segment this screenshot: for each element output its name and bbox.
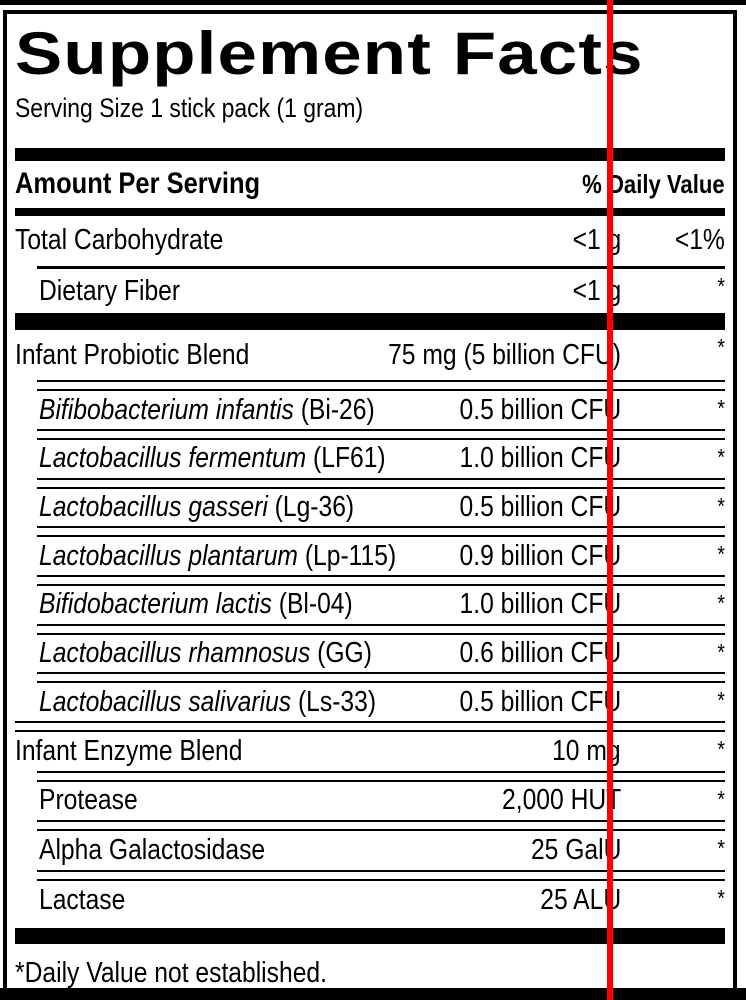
ingredient-row-lactobacillus-rhamnosus: Lactobacillus rhamnosus (GG) 0.6 billion…	[15, 635, 725, 673]
ingredient-amount: 1.0 billion CFU	[459, 588, 621, 621]
thick-rule-bottom	[15, 927, 725, 944]
ingredient-row-protease: Protease 2,000 HUT *	[15, 782, 725, 821]
ingredient-name: Alpha Galactosidase	[39, 834, 266, 867]
ingredient-name: Lactobacillus plantarum (Lp-115)	[39, 539, 397, 572]
ingredient-name: Infant Probiotic Blend	[15, 338, 250, 371]
ingredient-name: Lactobacillus fermentum (LF61)	[39, 442, 386, 475]
ingredient-name: Bifibobacterium infantis (Bi-26)	[39, 393, 375, 426]
double-rule	[37, 477, 725, 489]
ingredient-daily-value: *	[717, 541, 725, 568]
ingredient-name: Lactobacillus rhamnosus (GG)	[39, 637, 372, 670]
thick-rule-top	[15, 148, 725, 162]
ingredient-daily-value: *	[717, 884, 725, 911]
ingredient-row-enzyme-blend: Infant Enzyme Blend 10 mg *	[15, 732, 725, 771]
column-header-row: Amount Per Serving % Daily Value	[15, 161, 725, 207]
ingredient-name: Lactase	[39, 883, 126, 916]
double-rule	[37, 526, 725, 538]
serving-size-text: Serving Size 1 stick pack (1 gram)	[15, 93, 364, 124]
double-rule	[37, 770, 725, 782]
ingredient-name: Bifidobacterium lactis (Bl-04)	[39, 588, 353, 621]
ingredient-daily-value: *	[717, 334, 725, 361]
double-rule	[37, 429, 725, 441]
thick-rule-mid	[15, 313, 725, 331]
ingredient-amount: 2,000 HUT	[501, 784, 621, 817]
ingredient-name: Protease	[39, 784, 138, 817]
ingredient-amount: 1.0 billion CFU	[459, 442, 621, 475]
ingredient-amount: 75 mg (5 billion CFU)	[388, 338, 621, 371]
ingredient-amount: 0.5 billion CFU	[459, 491, 621, 524]
amount-per-serving-header: Amount Per Serving	[15, 167, 261, 201]
ingredient-daily-value: *	[717, 590, 725, 617]
ingredient-daily-value: *	[717, 736, 725, 763]
ingredient-row-bifidobacterium-lactis: Bifidobacterium lactis (Bl-04) 1.0 billi…	[15, 586, 725, 624]
ingredient-name: Infant Enzyme Blend	[15, 734, 243, 767]
double-rule	[37, 575, 725, 587]
serving-size-line: Serving Size 1 stick pack (1 gram)	[15, 93, 725, 126]
double-rule	[37, 672, 725, 684]
ingredient-daily-value: *	[717, 444, 725, 471]
ingredient-row-alpha-galactosidase: Alpha Galactosidase 25 GalU *	[15, 831, 725, 870]
nutrient-daily-value: *	[717, 272, 725, 299]
bottom-edge-bar	[0, 988, 746, 1000]
ingredient-row-lactase: Lactase 25 ALU *	[15, 881, 725, 920]
red-marker-line	[607, 0, 613, 1000]
hairline-rule	[37, 265, 725, 269]
double-rule	[37, 869, 725, 881]
double-rule	[37, 820, 725, 832]
daily-value-footnote: *Daily Value not established.	[15, 957, 327, 990]
ingredient-amount: 0.9 billion CFU	[459, 539, 621, 572]
ingredient-amount: 0.5 billion CFU	[459, 685, 621, 718]
double-rule	[37, 623, 725, 635]
ingredient-amount: 0.5 billion CFU	[459, 393, 621, 426]
nutrient-name: Dietary Fiber	[39, 274, 181, 307]
double-rule	[15, 721, 725, 733]
ingredient-name: Lactobacillus gasseri (Lg-36)	[39, 491, 355, 524]
ingredient-row-lactobacillus-fermentum: Lactobacillus fermentum (LF61) 1.0 billi…	[15, 440, 725, 478]
ingredient-daily-value: *	[717, 638, 725, 665]
ingredient-daily-value: *	[717, 492, 725, 519]
panel-title: Supplement Facts	[15, 20, 644, 87]
ingredient-daily-value: *	[717, 687, 725, 714]
ingredient-daily-value: *	[717, 395, 725, 422]
ingredient-amount: 25 GalU	[530, 834, 621, 867]
daily-value-header: % Daily Value	[582, 168, 725, 199]
supplement-facts-panel: Supplement Facts Serving Size 1 stick pa…	[3, 10, 737, 996]
ingredient-daily-value: *	[717, 785, 725, 812]
medium-rule-header	[15, 207, 725, 216]
ingredient-name: Lactobacillus salivarius (Ls-33)	[39, 685, 377, 718]
double-rule	[37, 380, 725, 392]
nutrient-row-total-carbohydrate: Total Carbohydrate <1 g <1%	[15, 216, 725, 266]
ingredient-row-lactobacillus-plantarum: Lactobacillus plantarum (Lp-115) 0.9 bil…	[15, 537, 725, 575]
top-edge-bar	[0, 0, 746, 5]
nutrient-row-dietary-fiber: Dietary Fiber <1 g *	[15, 269, 725, 313]
ingredient-daily-value: *	[717, 835, 725, 862]
ingredient-row-lactobacillus-salivarius: Lactobacillus salivarius (Ls-33) 0.5 bil…	[15, 683, 725, 721]
nutrient-daily-value: <1%	[674, 224, 725, 257]
nutrient-name: Total Carbohydrate	[15, 224, 224, 257]
ingredient-row-lactobacillus-gasseri: Lactobacillus gasseri (Lg-36) 0.5 billio…	[15, 489, 725, 527]
ingredient-row-bifibobacterium-infantis: Bifibobacterium infantis (Bi-26) 0.5 bil…	[15, 391, 725, 429]
ingredient-amount: 0.6 billion CFU	[459, 637, 621, 670]
ingredient-row-probiotic-blend: Infant Probiotic Blend 75 mg (5 billion …	[15, 330, 725, 380]
